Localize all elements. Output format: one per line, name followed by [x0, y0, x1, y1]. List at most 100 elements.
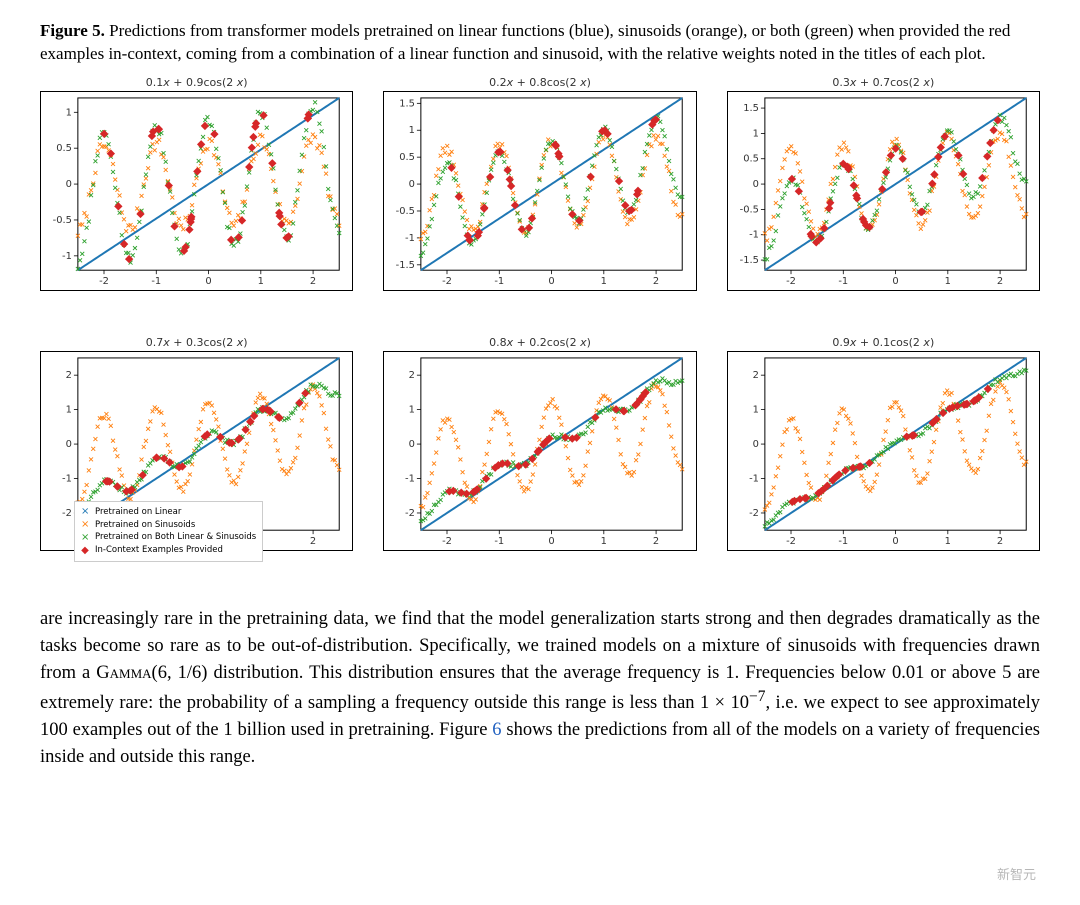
legend-row: × Pretrained on Linear	[81, 506, 256, 519]
chart-title: 0.7x + 0.3cos(2 x)	[40, 336, 353, 349]
svg-text:0: 0	[409, 439, 415, 450]
svg-text:0: 0	[752, 439, 758, 450]
body-paragraph: are increasingly rare in the pretraining…	[40, 606, 1040, 771]
chart-panel: 0.8x + 0.2cos(2 x) -2 -1 0 1 2 -2 -1 0 1 2	[383, 336, 696, 576]
svg-text:-2: -2	[442, 276, 452, 287]
legend-marker-icon: ◆	[81, 547, 89, 555]
svg-text:0: 0	[549, 536, 555, 547]
svg-text:-0.5: -0.5	[739, 204, 758, 215]
svg-text:-1: -1	[749, 473, 759, 484]
svg-text:2: 2	[653, 276, 659, 287]
figure-caption-text: Predictions from transformer models pret…	[40, 21, 1010, 63]
svg-text:1.5: 1.5	[400, 98, 416, 109]
svg-text:1: 1	[752, 404, 758, 415]
legend: × Pretrained on Linear × Pretrained on Sinu…	[74, 501, 263, 562]
svg-text:2: 2	[310, 276, 316, 287]
plot-area: -2 -1 0 1 2 -2 -1 0 1 2	[383, 351, 696, 551]
legend-row: × Pretrained on Both Linear & Sinusoids	[81, 531, 256, 544]
svg-text:-2: -2	[749, 508, 759, 519]
legend-row: ◆ In-Context Examples Provided	[81, 544, 256, 557]
chart-title: 0.2x + 0.8cos(2 x)	[383, 76, 696, 89]
plot-area: -2-1012-1.5-1-0.500.511.5	[727, 91, 1040, 291]
svg-text:-1.5: -1.5	[396, 260, 415, 271]
svg-text:0: 0	[66, 439, 72, 450]
svg-text:0: 0	[66, 179, 72, 190]
legend-row: × Pretrained on Sinusoids	[81, 519, 256, 532]
svg-text:-1: -1	[151, 276, 161, 287]
svg-text:-1.5: -1.5	[739, 255, 758, 266]
legend-label: Pretrained on Sinusoids	[95, 519, 195, 532]
svg-text:2: 2	[997, 276, 1003, 287]
svg-text:1: 1	[66, 404, 72, 415]
svg-text:1: 1	[258, 276, 264, 287]
legend-label: In-Context Examples Provided	[95, 544, 223, 557]
svg-text:1: 1	[601, 276, 607, 287]
svg-text:2: 2	[752, 370, 758, 381]
svg-text:-1: -1	[62, 473, 72, 484]
chart-panel: 0.3x + 0.7cos(2 x)-2-1012-1.5-1-0.500.51…	[727, 76, 1040, 316]
svg-text:-1: -1	[405, 233, 415, 244]
chart-panel: 0.2x + 0.8cos(2 x) -2 -1 0 1 2 -1.5 -1 -0.5 0 0.5 1…	[383, 76, 696, 316]
svg-text:1.5: 1.5	[743, 103, 759, 114]
chart-title: 0.3x + 0.7cos(2 x)	[727, 76, 1040, 89]
svg-text:-2: -2	[405, 508, 415, 519]
svg-text:1: 1	[409, 125, 415, 136]
svg-text:-1: -1	[405, 473, 415, 484]
svg-text:0: 0	[409, 179, 415, 190]
svg-text:1: 1	[66, 107, 72, 118]
svg-text:-2: -2	[786, 276, 796, 287]
svg-text:2: 2	[997, 536, 1003, 547]
legend-label: Pretrained on Both Linear & Sinusoids	[95, 531, 256, 544]
svg-text:-2: -2	[99, 276, 109, 287]
chart-title: 0.8x + 0.2cos(2 x)	[383, 336, 696, 349]
svg-text:-1: -1	[838, 276, 848, 287]
figure-label: Figure 5.	[40, 21, 105, 40]
svg-text:0: 0	[549, 276, 555, 287]
dist-name: Gamma	[96, 663, 151, 683]
svg-text:-2: -2	[62, 508, 72, 519]
svg-text:-0.5: -0.5	[53, 215, 72, 226]
charts-container: a 0.1x + 0.9cos(2 x)-2-1012-1-0.500.510.…	[40, 76, 1040, 576]
svg-text:1: 1	[601, 536, 607, 547]
chart-panel: 0.7x + 0.3cos(2 x)-2-1012-2-1012×Pretrai…	[40, 336, 353, 576]
legend-label: Pretrained on Linear	[95, 506, 181, 519]
legend-marker-icon: ×	[81, 534, 89, 542]
dist-params: (6, 1/6)	[152, 663, 208, 683]
svg-text:-2: -2	[786, 536, 796, 547]
svg-text:0: 0	[892, 536, 898, 547]
plot-area: -2 -1 0 1 2 -1 -0.5 0 0.5 1	[40, 91, 353, 291]
svg-text:0.5: 0.5	[743, 154, 759, 165]
svg-text:1: 1	[752, 128, 758, 139]
prob-exp: −7	[749, 688, 765, 705]
svg-text:0.5: 0.5	[400, 152, 416, 163]
plot-area: -2 -1 0 1 2 -2 -1 0 1 2	[727, 351, 1040, 551]
chart-panel: 0.9x + 0.1cos(2 x) -2 -1 0 1 2 -2 -1 0 1 2	[727, 336, 1040, 576]
legend-marker-icon: ×	[81, 508, 89, 516]
svg-text:2: 2	[653, 536, 659, 547]
svg-text:2: 2	[310, 536, 316, 547]
svg-text:1: 1	[944, 536, 950, 547]
figure-reference[interactable]: 6	[492, 720, 501, 740]
figure-caption: Figure 5. Predictions from transformer m…	[40, 20, 1040, 66]
prob-value: 1 × 10	[700, 693, 749, 713]
svg-text:0.5: 0.5	[56, 143, 72, 154]
svg-text:-1: -1	[838, 536, 848, 547]
chart-title: 0.1x + 0.9cos(2 x)	[40, 76, 353, 89]
legend-marker-icon: ×	[81, 521, 89, 529]
svg-text:1: 1	[409, 404, 415, 415]
svg-text:-1: -1	[62, 251, 72, 262]
svg-text:0: 0	[752, 179, 758, 190]
watermark: 新智元	[997, 864, 1036, 883]
svg-text:2: 2	[409, 370, 415, 381]
svg-text:-1: -1	[749, 230, 759, 241]
svg-text:-0.5: -0.5	[396, 206, 415, 217]
chart-panel: 0.1x + 0.9cos(2 x) -2 -1 0 1 2 -1 -0.5 0 0.5 1	[40, 76, 353, 316]
svg-text:-1: -1	[495, 276, 505, 287]
svg-text:-2: -2	[442, 536, 452, 547]
svg-text:-1: -1	[495, 536, 505, 547]
chart-grid: 0.1x + 0.9cos(2 x)-2-1012-1-0.500.510.2x…	[40, 76, 1040, 576]
svg-text:1: 1	[944, 276, 950, 287]
svg-text:0: 0	[205, 276, 211, 287]
svg-text:2: 2	[66, 370, 72, 381]
chart-title: 0.9x + 0.1cos(2 x)	[727, 336, 1040, 349]
